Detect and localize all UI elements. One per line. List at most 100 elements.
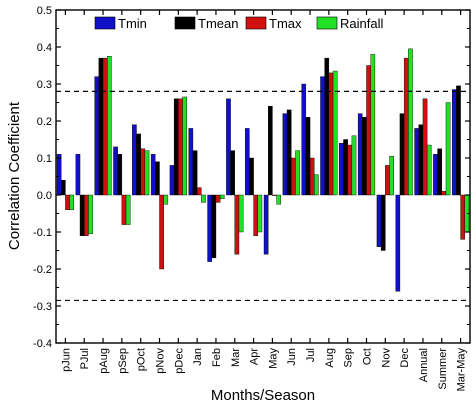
bar-tmean-dec <box>399 113 405 196</box>
x-tick-label: Dec <box>399 348 411 368</box>
bar-tmax-pjun <box>65 194 70 211</box>
x-tick-label: Summer <box>437 348 449 390</box>
bar-rainfall-pdec <box>182 96 187 196</box>
bar-rainfall-apr <box>257 194 263 233</box>
bar-tmean-jul <box>305 117 311 196</box>
bar-rainfall-feb <box>219 194 225 199</box>
bar-rainfall-jan <box>201 194 206 203</box>
x-tick-label: Sep <box>343 348 355 368</box>
bar-tmean-pjul <box>79 194 85 236</box>
y-tick-label: -0.4 <box>33 338 52 350</box>
bar-tmin-dec <box>395 194 401 292</box>
bar-tmin-summer <box>433 154 438 196</box>
bar-tmean-aug <box>324 57 330 196</box>
bar-tmin-oct <box>357 113 363 196</box>
bar-rainfall-annual <box>426 144 432 196</box>
y-axis-label: Correlation Coefficient <box>6 101 23 250</box>
bar-tmean-annual <box>418 124 424 196</box>
bar-tmax-summer <box>441 191 447 196</box>
bar-tmax-may <box>272 194 277 196</box>
bar-rainfall-poct <box>144 150 150 196</box>
bar-tmax-nov <box>385 165 390 196</box>
bar-tmean-may <box>268 105 273 196</box>
bar-tmin-paug <box>94 76 100 196</box>
bar-tmax-feb <box>215 194 221 203</box>
bar-rainfall-psep <box>125 194 131 225</box>
bar-tmin-nov <box>376 194 382 247</box>
legend: Tmin Tmean Tmax Rainfall <box>94 16 383 31</box>
bar-rainfall-oct <box>370 54 376 196</box>
bar-tmin-mar-may <box>451 89 457 196</box>
bar-tmax-oct <box>366 65 371 196</box>
x-tick-label: pNov <box>155 348 167 374</box>
bar-tmean-jun <box>286 109 292 196</box>
bar-rainfall-pjun <box>69 194 75 211</box>
bar-tmean-sep <box>343 139 348 196</box>
bar-rainfall-may <box>276 194 282 205</box>
x-tick-label: May <box>267 348 279 369</box>
x-axis-label: Months/Season <box>211 387 315 404</box>
legend-label-tmean: Tmean <box>198 16 238 31</box>
bar-rainfall-paug <box>107 56 112 196</box>
legend-swatch-tmin <box>94 16 116 30</box>
bar-tmax-pnov <box>159 194 164 270</box>
bar-tmin-pnov <box>150 154 156 196</box>
bar-tmax-jan <box>196 187 202 196</box>
x-tick-label: pSep <box>117 348 129 374</box>
y-tick-label: 0.1 <box>37 153 52 165</box>
x-tick-label: Oct <box>362 348 374 365</box>
bar-tmean-paug <box>98 57 104 196</box>
x-tick-label: Jul <box>305 348 317 362</box>
x-tick-label: Feb <box>211 348 223 367</box>
bar-tmin-aug <box>320 76 325 196</box>
bar-tmean-poct <box>136 133 141 196</box>
x-tick-label: pAug <box>98 348 110 374</box>
bar-tmean-nov <box>380 194 386 251</box>
bar-rainfall-pjul <box>88 194 93 235</box>
y-tick-label: 0.0 <box>37 190 52 202</box>
legend-swatch-tmean <box>174 16 196 30</box>
y-axis: -0.4 -0.3 -0.2 -0.1 0.0 0.1 0.2 0.3 0.4 0.5 <box>33 5 470 350</box>
y-tick-label: 0.5 <box>37 5 52 17</box>
legend-label-tmin: Tmin <box>118 16 147 31</box>
bar-rainfall-nov <box>389 155 394 196</box>
bar-tmean-feb <box>211 194 217 259</box>
x-tick-label: Mar-May <box>456 348 468 392</box>
x-tick-label: pOct <box>136 348 148 371</box>
bar-tmin-apr <box>244 128 250 196</box>
y-tick-label: 0.2 <box>37 116 52 128</box>
reference-lines <box>56 90 470 302</box>
bar-tmax-jun <box>291 157 296 196</box>
bar-tmean-pnov <box>155 161 160 196</box>
bar-tmax-pjul <box>84 194 89 236</box>
bar-rainfall-summer <box>445 102 451 196</box>
bar-tmax-paug <box>102 57 108 196</box>
legend-label-rainfall: Rainfall <box>340 16 383 31</box>
bar-tmin-psep <box>113 146 118 196</box>
bar-rainfall-jun <box>295 150 300 196</box>
bar-tmin-pdec <box>169 165 175 196</box>
x-tick-label: Jun <box>286 348 298 366</box>
bar-rainfall-mar <box>238 194 244 233</box>
bar-tmax-annual <box>422 98 428 196</box>
bar-tmean-mar-may <box>456 85 461 196</box>
bar-tmin-mar <box>226 98 231 196</box>
x-tick-label: Nov <box>380 348 392 368</box>
bar-tmean-pdec <box>173 98 179 196</box>
bar-tmean-mar <box>230 150 235 196</box>
y-tick-label: -0.2 <box>33 264 52 276</box>
bar-tmax-psep <box>121 194 127 225</box>
y-tick-label: 0.3 <box>37 79 52 91</box>
bar-tmin-feb <box>207 194 212 262</box>
bars-layer <box>56 48 470 292</box>
bar-rainfall-sep <box>351 135 357 196</box>
bar-tmin-jan <box>188 128 194 196</box>
bar-tmin-jul <box>301 83 307 196</box>
bar-tmin-poct <box>132 124 137 196</box>
bar-tmin-annual <box>414 128 419 196</box>
bar-tmin-sep <box>339 142 344 196</box>
bar-tmax-mar-may <box>460 194 465 240</box>
bar-tmean-psep <box>117 154 123 196</box>
